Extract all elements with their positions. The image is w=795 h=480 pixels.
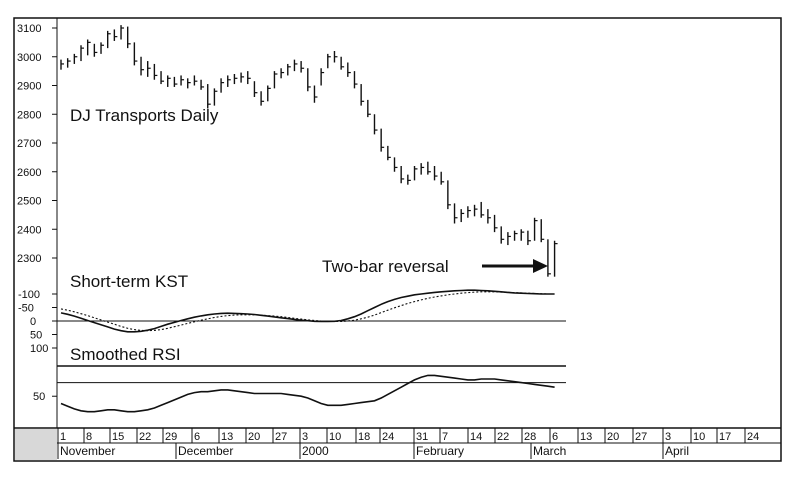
annotation-arrow (482, 259, 548, 273)
x-day-label: 10 (329, 431, 341, 443)
x-day-label: 22 (497, 431, 509, 443)
x-month-label: November (60, 444, 115, 458)
x-day-label: 29 (165, 431, 177, 443)
price-ytick-label: 2400 (17, 224, 41, 236)
price-ytick-label: 2900 (17, 81, 41, 93)
x-day-label: 13 (221, 431, 233, 443)
x-month-label: December (178, 444, 233, 458)
price-ytick-label: 2500 (17, 196, 41, 208)
x-day-label: 22 (139, 431, 151, 443)
x-day-label: 7 (442, 431, 448, 443)
x-month-label: April (665, 444, 689, 458)
corner-box (15, 429, 57, 460)
rsi-ytick-label: 50 (33, 391, 45, 403)
x-day-label: 3 (665, 431, 671, 443)
kst-label: Short-term KST (70, 272, 188, 291)
x-day-label: 20 (248, 431, 260, 443)
price-chart-title: DJ Transports Daily (70, 106, 219, 125)
chart-frame (13, 17, 782, 462)
x-day-label: 24 (382, 431, 394, 443)
x-day-label: 6 (552, 431, 558, 443)
x-day-label: 27 (275, 431, 287, 443)
x-day-label: 20 (607, 431, 619, 443)
x-day-label: 10 (693, 431, 705, 443)
x-day-label: 1 (60, 431, 66, 443)
price-ytick-label: 2300 (17, 253, 41, 265)
kst-signal-line (60, 291, 555, 332)
price-ytick-label: 2700 (17, 138, 41, 150)
x-day-label: 3 (302, 431, 308, 443)
x-month-label: 2000 (302, 444, 329, 458)
rsi-line (60, 374, 555, 413)
x-day-label: 8 (86, 431, 92, 443)
x-day-label: 18 (358, 431, 370, 443)
x-day-label: 13 (580, 431, 592, 443)
x-month-label: February (416, 444, 464, 458)
kst-ytick-label: 100 (30, 343, 48, 355)
price-ytick-label: 2800 (17, 109, 41, 121)
x-day-label: 6 (194, 431, 200, 443)
two-bar-reversal-annotation: Two-bar reversal (322, 257, 449, 276)
x-day-label: 31 (416, 431, 428, 443)
x-day-label: 17 (719, 431, 731, 443)
x-day-label: 28 (524, 431, 536, 443)
price-ytick-label: 3100 (17, 23, 41, 35)
x-month-label: March (533, 444, 566, 458)
x-day-label: 14 (470, 431, 482, 443)
kst-ytick-label: 0 (30, 316, 36, 328)
price-ytick-label: 3000 (17, 52, 41, 64)
price-ytick-label: 2600 (17, 167, 41, 179)
rsi-label: Smoothed RSI (70, 345, 181, 364)
kst-ytick-label: 50 (30, 330, 42, 342)
x-day-label: 27 (635, 431, 647, 443)
x-day-label: 15 (112, 431, 124, 443)
kst-ytick-label: -100 (18, 289, 40, 301)
kst-ytick-label: -50 (18, 303, 34, 315)
x-day-label: 24 (747, 431, 759, 443)
